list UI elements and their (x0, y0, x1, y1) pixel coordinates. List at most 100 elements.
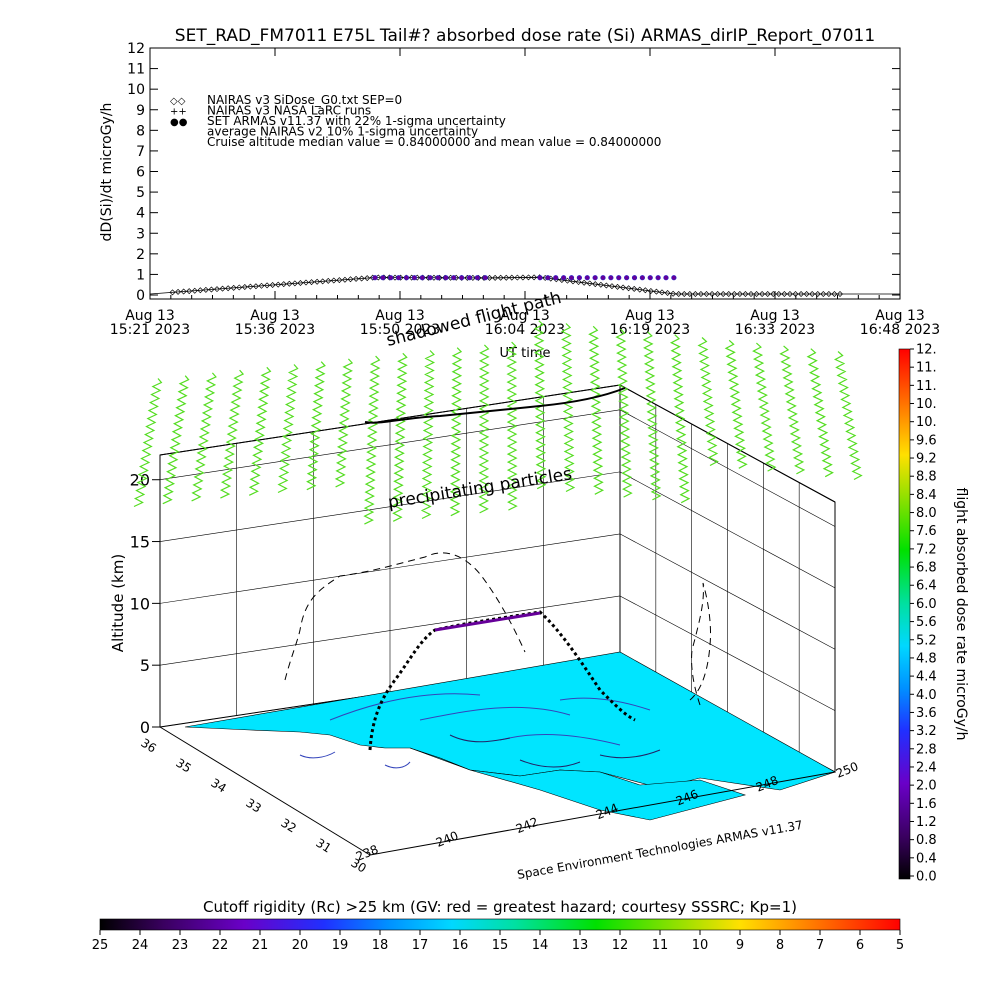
front-bottom-edge (369, 771, 836, 856)
nairas-point (180, 288, 187, 295)
nairas-point (709, 290, 716, 297)
nairas-point (759, 290, 766, 297)
nairas-point (764, 290, 771, 297)
nairas-point (714, 290, 721, 297)
particle-column (806, 348, 834, 478)
colorbar-bottom-tick-label: 14 (532, 938, 549, 953)
nairas-point (358, 275, 365, 282)
colorbar-bottom-tick-label: 11 (652, 938, 669, 953)
colorbar-right: 0.0 0.4 0.8 1.2 1.6 2.0 2.4 2.8 3.2 3.6 4.0 4.4 4.8 5… (898, 343, 969, 885)
armas-point (537, 275, 543, 281)
particle-column (615, 328, 633, 498)
nairas-point (659, 289, 665, 296)
nairas-point (620, 284, 627, 291)
nairas-point (670, 290, 677, 297)
colorbar-right-ramp (898, 348, 911, 880)
legend-symbol: ●● (170, 117, 188, 128)
top-y-tick-label: 11 (127, 62, 145, 78)
top-x-tick-time: 16:33 2023 (735, 322, 815, 338)
colorbar-bottom-tick-label: 5 (896, 938, 904, 953)
nairas-point (525, 274, 532, 281)
colorbar-right-tick-label: 4.0 (916, 688, 937, 703)
particle-column (833, 351, 863, 481)
colorbar-bottom-tick-label: 20 (292, 938, 309, 953)
nairas-point (814, 290, 821, 297)
flight-path-top (364, 387, 626, 424)
nairas-point (809, 290, 816, 297)
z-tick-label: 10 (130, 594, 150, 613)
particle-column (560, 323, 576, 493)
nairas-point (642, 287, 649, 294)
precipitating-particles (133, 320, 863, 525)
colorbar-bottom-tick-label: 16 (452, 938, 469, 953)
nairas-point (831, 290, 838, 297)
lat-tick-label: 34 (208, 776, 228, 796)
nairas-point (202, 286, 209, 293)
armas-point (592, 275, 598, 281)
top-y-tick-label: 10 (127, 82, 145, 98)
armas-point (647, 275, 653, 281)
colorbar-right-tick-label: 2.4 (916, 760, 937, 775)
colorbar-right-tick-label: 4.4 (916, 670, 937, 685)
nairas-point (230, 284, 237, 291)
nairas-line (149, 276, 900, 295)
armas-point (608, 275, 614, 281)
nairas-point (508, 274, 515, 281)
nairas-point (675, 290, 682, 297)
z-tick-label: 20 (130, 471, 150, 490)
armas-point (427, 275, 433, 281)
top-x-tick-time: 16:48 2023 (860, 322, 940, 338)
legend-symbol: ++ (170, 107, 187, 118)
colorbar-right-tick-label: 8.4 (916, 488, 937, 503)
colorbar-right-tick-label: 7.2 (916, 542, 937, 557)
colorbar-bottom-ramp (99, 918, 901, 931)
lat-tick-label: 35 (173, 756, 193, 776)
colorbar-right-tick-label: 8.0 (916, 506, 937, 521)
nairas-point (664, 290, 671, 297)
lat-tick-label: 32 (278, 816, 298, 836)
armas-point (600, 275, 606, 281)
nairas-point (291, 280, 298, 287)
nairas-point (208, 286, 215, 293)
colorbar-right-tick-label: 11. (916, 361, 937, 376)
nairas-point (837, 290, 843, 297)
armas-point (380, 275, 386, 281)
nairas-point (364, 275, 371, 282)
ground-surface-south (409, 747, 747, 821)
particle-column (449, 347, 463, 517)
z-tick-label: 15 (130, 533, 150, 552)
particle-column (191, 372, 217, 502)
top-y-tick-label: 5 (136, 185, 145, 201)
armas-point (443, 275, 449, 281)
legend-entry: SET ARMAS v11.37 with 22% 1-sigma uncert… (207, 114, 506, 128)
lat-tick-label: 30 (348, 856, 368, 876)
top-y-tick-label: 3 (136, 226, 145, 242)
colorbar-bottom-tick-label: 18 (372, 938, 389, 953)
armas-point (655, 275, 661, 281)
nairas-point (720, 290, 727, 297)
nairas-point (286, 280, 293, 287)
nairas-point (319, 278, 326, 285)
nairas-point (820, 290, 827, 297)
top-x-tick-date: Aug 13 (125, 308, 175, 324)
colorbar-right-tick-label: 8.8 (916, 470, 937, 485)
armas-point (545, 275, 551, 281)
particle-column (752, 342, 777, 472)
nairas-point (264, 282, 271, 289)
armas-point (616, 275, 622, 281)
armas-point (466, 275, 473, 281)
colorbar-right-tick-label: 10. (916, 397, 937, 412)
nairas-point (531, 274, 538, 281)
top-y-axis-label: dD(Si)/dt microGy/h (99, 103, 115, 242)
colorbar-bottom-tick-label: 12 (612, 938, 629, 953)
ground-surface (184, 651, 836, 791)
nairas-point (803, 290, 810, 297)
armas-point (482, 275, 488, 281)
armas-point (372, 275, 378, 281)
particle-column (219, 369, 245, 499)
colorbar-right-tick-label: 1.2 (916, 815, 937, 830)
nairas-point (303, 279, 309, 286)
colorbar-bottom-tick-label: 19 (332, 938, 349, 953)
series-armas (372, 275, 677, 281)
